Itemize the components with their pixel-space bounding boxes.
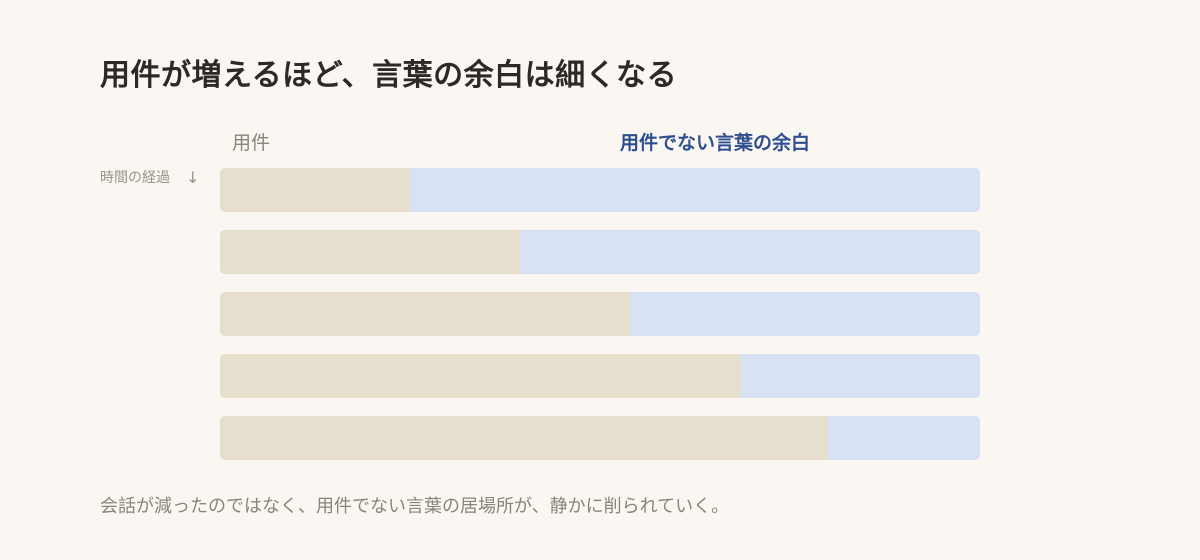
time-axis-label: 時間の経過 ↓ [100, 167, 199, 187]
bar-row-1 [220, 168, 980, 212]
bar-non-business-4 [741, 354, 980, 398]
down-arrow-icon: ↓ [186, 167, 200, 187]
bar-non-business-5 [828, 416, 980, 460]
time-axis-text: 時間の経過 [100, 170, 170, 186]
bar-non-business-3 [630, 292, 980, 336]
bar-non-business-2 [520, 230, 980, 274]
legend-non-business: 用件でない言葉の余白 [620, 132, 811, 154]
chart-caption: 会話が減ったのではなく、用件でない言葉の居場所が、静かに削られていく。 [100, 496, 730, 517]
bar-row-3 [220, 292, 980, 336]
legend-business: 用件 [232, 132, 271, 154]
bar-business-4 [220, 354, 741, 398]
chart-title: 用件が増えるほど、言葉の余白は細くなる [100, 58, 678, 93]
bar-row-2 [220, 230, 980, 274]
bar-business-3 [220, 292, 630, 336]
bar-chart [220, 168, 980, 478]
bar-row-4 [220, 354, 980, 398]
bar-business-5 [220, 416, 828, 460]
bar-business-1 [220, 168, 410, 212]
bar-non-business-1 [410, 168, 980, 212]
bar-row-5 [220, 416, 980, 460]
bar-business-2 [220, 230, 520, 274]
